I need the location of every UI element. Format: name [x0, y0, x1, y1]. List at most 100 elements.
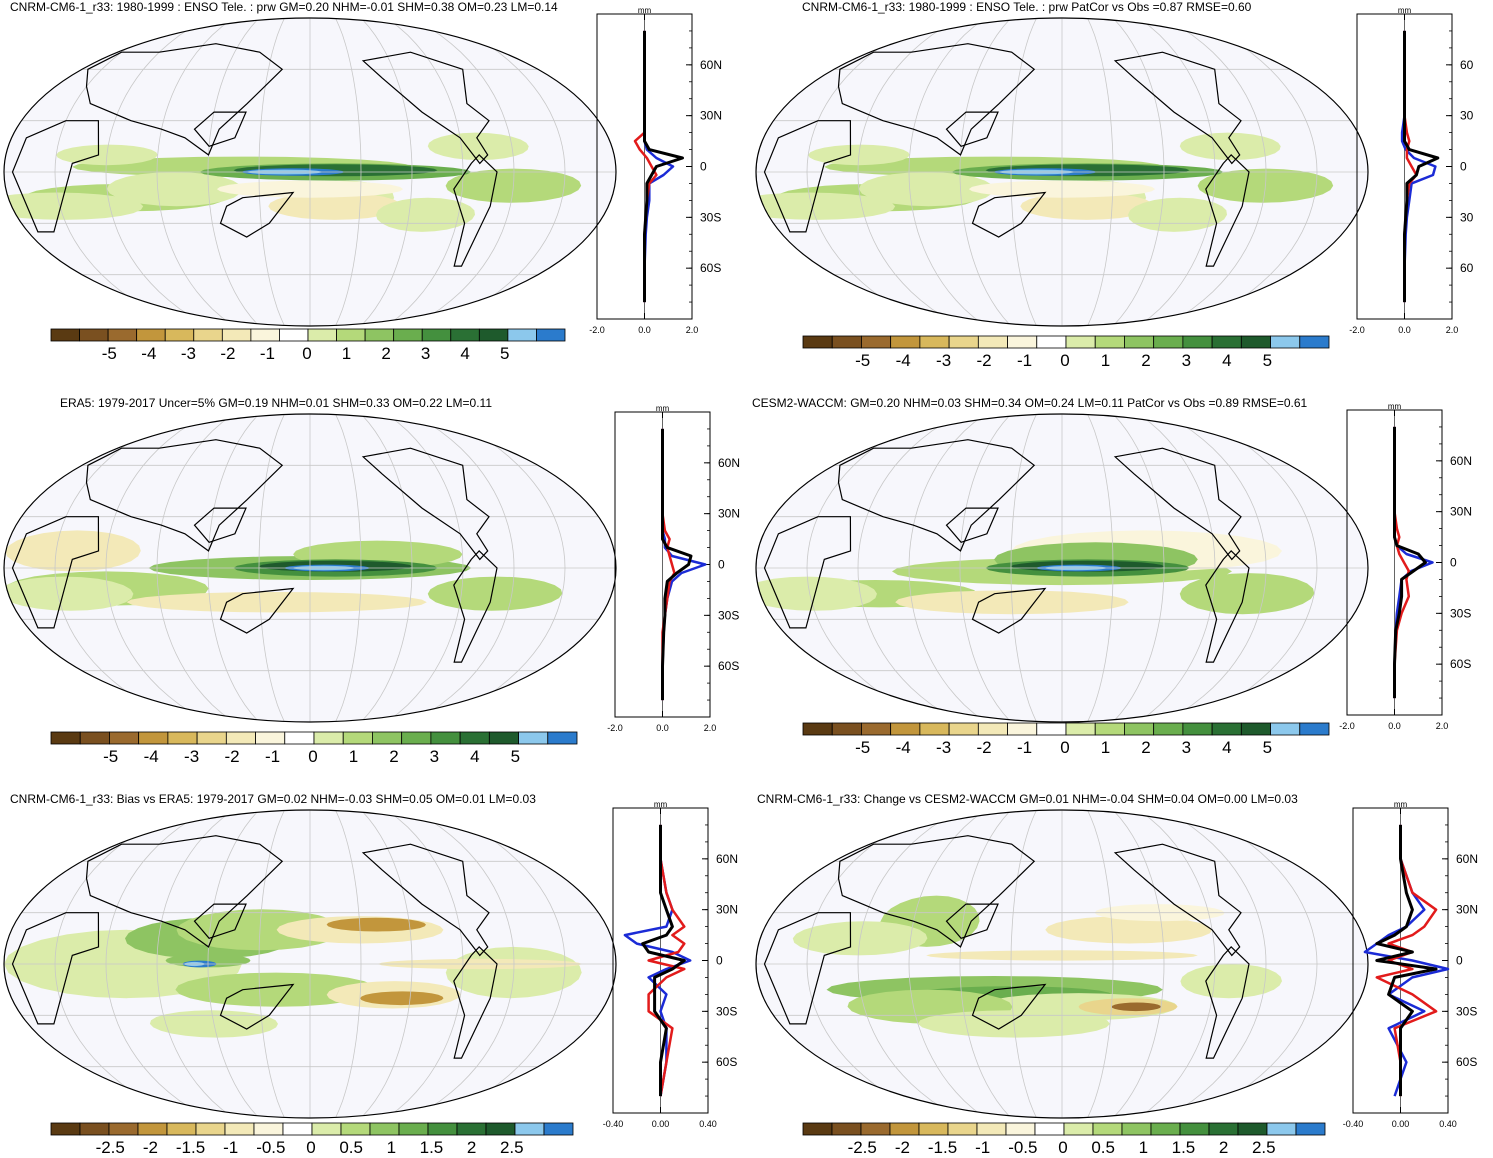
lat-tick-label: 60 — [1460, 58, 1474, 72]
coastline — [219, 191, 295, 238]
colorbar-swatch — [977, 335, 1008, 349]
zonal-mean-plot: mm 60N 30N 0 30S 60S -2.0 0.0 2.0 — [1339, 402, 1472, 731]
colorbar-swatch — [1036, 722, 1067, 736]
colorbar-swatch — [507, 328, 537, 342]
colorbar-swatch — [224, 1122, 255, 1136]
x-tick-label: 2.0 — [704, 723, 717, 733]
zonal-mean-plot: mm 60N 30N 0 30S 60S -0.40 0.00 0.40 — [603, 800, 738, 1129]
colorbar-label: 1.5 — [1171, 1138, 1196, 1157]
colorbar-label: -3 — [184, 747, 200, 766]
anomaly-region — [1020, 192, 1154, 220]
colorbar-label: 0 — [1058, 1138, 1068, 1157]
colorbar-swatch — [861, 722, 892, 736]
colorbar-swatch — [311, 1122, 342, 1136]
lat-tick-label: 0 — [1456, 954, 1463, 968]
colorbar-label: -1 — [223, 1138, 239, 1157]
lat-tick-label: 0 — [1460, 160, 1467, 174]
anomaly-region — [1180, 964, 1282, 999]
colorbar-label: -1.5 — [175, 1138, 206, 1157]
panel-title: CNRM-CM6-1_r33: 1980-1999 : ENSO Tele. :… — [10, 0, 558, 14]
colorbar-labels: -2.5 -2 -1.5 -1 -0.5 0 0.5 1 1.5 2 2.5 — [802, 1138, 1324, 1158]
colorbar-swatch — [1299, 722, 1330, 736]
x-tick-label: 0.40 — [1439, 1119, 1457, 1129]
colorbar-swatch — [307, 328, 337, 342]
colorbar-label: -3 — [936, 351, 952, 370]
colorbar-label: 1 — [1100, 351, 1111, 370]
panel-title: CNRM-CM6-1_r33: 1980-1999 : ENSO Tele. :… — [802, 0, 1252, 14]
lat-tick-label: 30S — [700, 210, 721, 224]
panel-title: CNRM-CM6-1_r33: Change vs CESM2-WACCM GM… — [757, 792, 1298, 806]
colorbar-label: 1 — [386, 1138, 397, 1157]
lat-tick-label: 30 — [1460, 109, 1474, 123]
anomaly-region — [268, 192, 402, 220]
colorbar-label: 2 — [1141, 351, 1151, 370]
colorbar-swatch — [79, 328, 109, 342]
coastline — [85, 835, 284, 948]
colorbar-label: -0.5 — [256, 1138, 286, 1157]
map — [3, 17, 617, 327]
colorbar-label: 2 — [1218, 1138, 1229, 1157]
colorbar-label: -5 — [855, 351, 871, 370]
colorbar-swatch — [831, 722, 862, 736]
lat-tick-label: 0 — [718, 558, 725, 572]
coastline — [971, 587, 1047, 634]
colorbar-label: -1 — [259, 344, 276, 363]
unit-label: mm — [638, 6, 652, 15]
colorbar-labels: -5 -4 -3 -2 -1 0 1 2 3 4 5 — [50, 344, 564, 364]
colorbar-label: -5 — [855, 738, 871, 757]
colorbar-label: -2 — [894, 1138, 910, 1157]
colorbar-swatch — [890, 722, 921, 736]
colorbar-swatch — [398, 1122, 429, 1136]
black-series-line — [643, 30, 684, 303]
colorbar-swatch — [167, 731, 198, 745]
red-series-line — [1403, 30, 1418, 303]
colorbar-swatch — [1153, 335, 1184, 349]
x-tick-label: 0.0 — [1388, 721, 1401, 731]
colorbar-swatch — [1092, 1122, 1123, 1136]
colorbar-swatch — [947, 1122, 978, 1136]
colorbar-label: -2.5 — [847, 1138, 877, 1157]
black-series-line — [1375, 824, 1438, 1097]
zonal-mean-plot: mm 60 30 0 30 60 -2.0 0.0 2.0 — [1349, 6, 1474, 335]
colorbar-swatch — [313, 731, 344, 745]
coastline — [219, 983, 295, 1030]
colorbar-label: 2.5 — [499, 1138, 524, 1157]
unit-label: mm — [1394, 800, 1408, 809]
coastline — [763, 120, 852, 233]
colorbar-labels: -2.5 -2 -1.5 -1 -0.5 0 0.5 1 1.5 2 2.5 — [50, 1138, 572, 1158]
colorbar-label: -2 — [220, 344, 236, 363]
colorbar-swatch — [488, 731, 519, 745]
colorbar-swatch — [1179, 1122, 1210, 1136]
colorbar-label: 4 — [1222, 738, 1232, 757]
lat-tick-label: 60N — [700, 58, 722, 72]
coastline — [971, 983, 1047, 1030]
colorbar — [802, 335, 1330, 349]
coastline — [361, 447, 490, 561]
anomaly-region — [326, 917, 426, 932]
colorbar-label: -2.5 — [95, 1138, 125, 1157]
coastline — [11, 516, 100, 629]
x-tick-label: 0.0 — [1398, 325, 1411, 335]
colorbar-swatch — [1211, 722, 1242, 736]
colorbar-label: 0 — [1060, 738, 1070, 757]
colorbar-swatch — [1182, 722, 1213, 736]
colorbar-swatch — [342, 731, 373, 745]
coastline — [945, 507, 999, 543]
colorbar-label: 3 — [1181, 351, 1192, 370]
colorbar-label: 0.5 — [339, 1138, 363, 1157]
coastline — [1113, 447, 1242, 561]
x-tick-label: 0.0 — [656, 723, 669, 733]
colorbar-swatch — [1295, 1122, 1326, 1136]
colorbar-swatch — [1182, 335, 1213, 349]
colorbar — [50, 328, 566, 342]
anomaly-region — [427, 576, 563, 611]
lat-tick-label: 30N — [718, 507, 740, 521]
colorbar-swatch — [518, 731, 549, 745]
colorbar-swatch — [401, 731, 432, 745]
coastline — [1205, 550, 1250, 663]
colorbar-swatch — [107, 328, 138, 342]
lat-tick-label: 60S — [718, 659, 739, 673]
colorbar-label: 4 — [460, 344, 470, 363]
lat-tick-label: 60 — [1460, 261, 1474, 275]
colorbar-swatch — [50, 1122, 81, 1136]
